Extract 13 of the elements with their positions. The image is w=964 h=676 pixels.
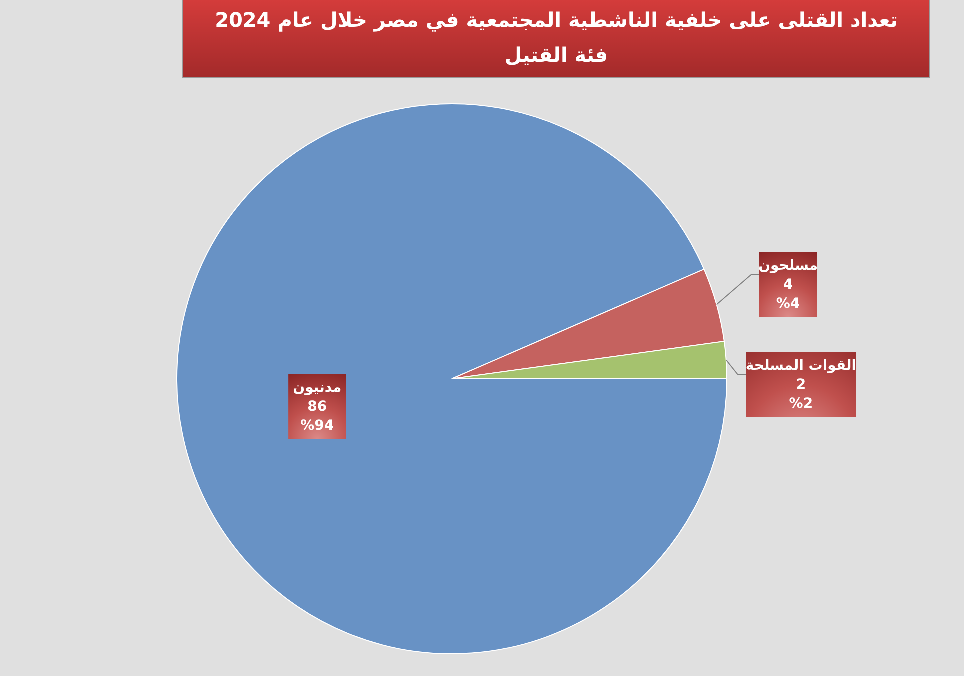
pie-slice xyxy=(452,268,725,380)
slice-label: القوات المسلحة xyxy=(746,358,857,374)
data-label: 2 xyxy=(796,376,806,393)
text: %2 xyxy=(789,396,814,412)
data-label: 4 xyxy=(783,276,794,293)
text: %94 xyxy=(300,418,334,434)
pie-slice xyxy=(176,104,728,654)
text: %4 xyxy=(776,296,800,312)
data-label: 86 xyxy=(308,398,328,415)
chart-subtitle: فئة القتيل xyxy=(504,43,608,67)
slice-label: مسلحون xyxy=(758,258,818,274)
slice-label: مدنيون xyxy=(293,380,342,396)
chart-title: تعداد القتلى على خلفية الناشطية المجتمعية في مصر خلال عام 2024 xyxy=(215,8,898,32)
